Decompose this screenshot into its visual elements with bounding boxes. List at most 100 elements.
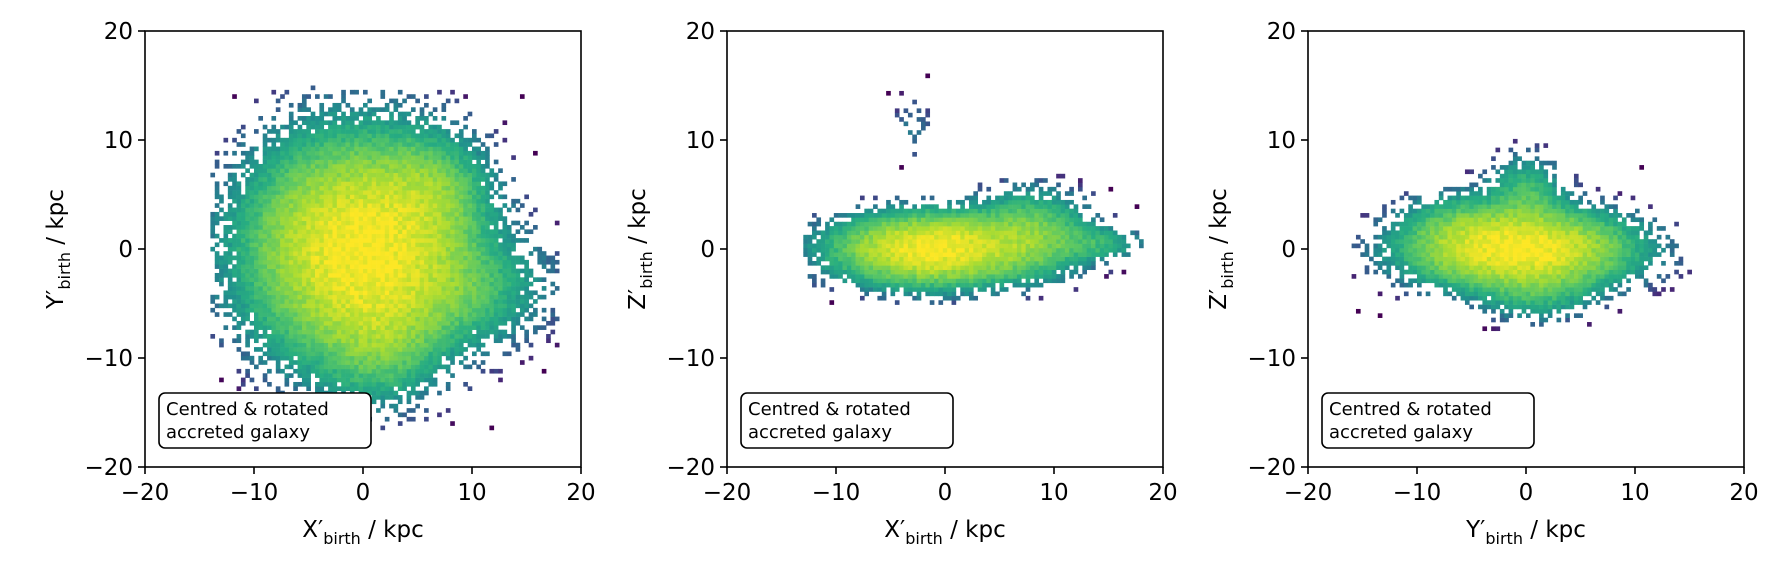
heatmap-cell <box>502 264 508 269</box>
heatmap-cell <box>432 124 438 130</box>
heatmap-cell <box>1021 247 1026 253</box>
heatmap-cell <box>258 303 264 309</box>
heatmap-cell <box>472 303 477 309</box>
heatmap-cell <box>907 230 913 236</box>
heatmap-cell <box>463 286 468 291</box>
heatmap-cell <box>275 168 281 173</box>
heatmap-cell <box>332 211 338 217</box>
heatmap-cell <box>1016 199 1022 205</box>
heatmap-cell <box>463 355 468 361</box>
heatmap-cell <box>363 102 368 108</box>
heatmap-cell <box>284 238 290 243</box>
heatmap-cell <box>467 312 473 317</box>
heatmap-cell <box>284 259 290 265</box>
heatmap-cell <box>406 399 412 405</box>
heatmap-cell <box>389 303 394 309</box>
heatmap-cell <box>280 211 285 217</box>
heatmap-cell <box>881 243 887 249</box>
heatmap-cell <box>406 268 412 274</box>
heatmap-cell <box>345 238 351 243</box>
heatmap-cell <box>293 168 298 173</box>
heatmap-cell <box>397 190 403 195</box>
heatmap-cell <box>537 325 543 330</box>
heatmap-cell <box>999 230 1005 236</box>
heatmap-cell <box>428 168 434 173</box>
heatmap-cell <box>982 287 987 292</box>
heatmap-cell <box>293 225 298 230</box>
heatmap-cell <box>328 290 333 296</box>
heatmap-cell <box>358 172 364 178</box>
heatmap-cell <box>846 252 852 257</box>
heatmap-cell <box>249 190 255 195</box>
heatmap-cell <box>410 299 416 304</box>
heatmap-cell <box>397 255 403 261</box>
heatmap-cell <box>424 251 429 256</box>
heatmap-cell <box>384 225 390 230</box>
heatmap-cell <box>389 137 394 143</box>
heatmap-cell <box>419 159 425 165</box>
heatmap-cell <box>977 282 983 288</box>
heatmap-cell <box>402 312 407 317</box>
heatmap-cell <box>288 259 294 265</box>
heatmap-cell <box>354 255 359 261</box>
heatmap-cell <box>485 177 490 182</box>
heatmap-cell <box>472 272 477 278</box>
heatmap-cell <box>899 252 904 257</box>
heatmap-cell <box>803 247 808 253</box>
heatmap-cell <box>323 347 329 352</box>
heatmap-cell <box>315 259 320 265</box>
heatmap-cell <box>371 360 377 365</box>
heatmap-cell <box>310 347 316 352</box>
heatmap-cell <box>254 163 259 169</box>
heatmap-cell <box>341 364 346 370</box>
heatmap-cell <box>812 226 817 231</box>
heatmap-cell <box>301 381 307 387</box>
heatmap-cell <box>951 247 957 253</box>
heatmap-cell <box>899 243 904 249</box>
heatmap-cell <box>825 230 830 236</box>
heatmap-cell <box>428 246 434 252</box>
heatmap-cell <box>493 190 499 195</box>
heatmap-cell <box>472 198 477 204</box>
heatmap-cell <box>336 246 342 252</box>
heatmap-cell <box>445 137 451 143</box>
heatmap-cell <box>354 268 359 274</box>
heatmap-cell <box>389 142 394 147</box>
heatmap-cell <box>502 238 508 243</box>
heatmap-cell <box>511 299 516 304</box>
heatmap-cell <box>280 225 285 230</box>
heatmap-cell <box>528 229 534 235</box>
heatmap-cell <box>1008 226 1013 231</box>
heatmap-cell <box>493 290 499 296</box>
heatmap-cell <box>406 364 412 370</box>
heatmap-cell <box>859 260 865 266</box>
heatmap-cell <box>1003 221 1009 227</box>
heatmap-cell <box>293 386 298 391</box>
heatmap-cell <box>319 233 325 239</box>
heatmap-cell <box>480 334 486 339</box>
heatmap-cell <box>506 272 512 278</box>
heatmap-cell <box>227 194 233 200</box>
heatmap-cell <box>480 268 486 274</box>
heatmap-cell <box>441 198 447 204</box>
heatmap-cell <box>855 221 861 227</box>
heatmap-cell <box>301 259 307 265</box>
heatmap-cell <box>925 121 931 127</box>
heatmap-cell <box>894 265 900 271</box>
heatmap-cell <box>437 277 442 282</box>
heatmap-cell <box>445 312 451 317</box>
heatmap-cell <box>925 282 931 288</box>
heatmap-cell <box>419 390 425 396</box>
heatmap-cell <box>288 264 294 269</box>
x-tick-label: −20 <box>121 480 170 506</box>
heatmap-cell <box>301 272 307 278</box>
heatmap-cell <box>968 295 974 301</box>
heatmap-cell <box>807 221 813 227</box>
heatmap-cell <box>258 198 264 204</box>
heatmap-cell <box>249 299 255 304</box>
heatmap-cell <box>341 381 346 387</box>
heatmap-cell <box>397 229 403 235</box>
heatmap-cell <box>929 247 935 253</box>
heatmap-cell <box>912 208 917 214</box>
